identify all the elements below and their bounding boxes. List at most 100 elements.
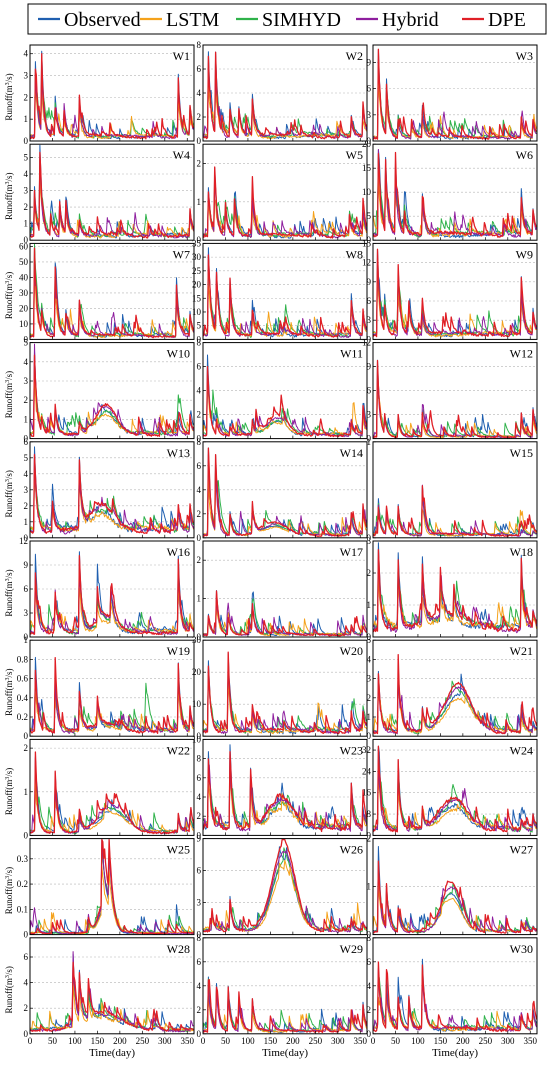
y-tick-label: 30: [19, 288, 29, 298]
x-tick-label: 200: [456, 1036, 470, 1046]
y-tick-label: 1: [197, 594, 202, 604]
y-tick-label: 6: [197, 461, 202, 471]
y-tick-label: 2: [367, 693, 372, 703]
y-tick-label: 0.2: [17, 712, 28, 722]
x-tick-label: 200: [113, 1036, 127, 1046]
y-tick-label: 1: [197, 197, 202, 207]
series-dpe-w19: [29, 656, 195, 734]
y-tick-label: 10: [192, 307, 202, 317]
series-lstm-w8: [202, 285, 367, 337]
y-tick-label: 2: [197, 112, 202, 122]
panel-frame: [372, 838, 538, 936]
panel-frame: [29, 242, 195, 340]
panel-label: W19: [167, 644, 190, 658]
y-tick-label: 0: [197, 830, 202, 840]
y-tick-label: 4: [24, 357, 29, 367]
y-tick-label: 0: [24, 136, 29, 146]
x-tick-label: 50: [221, 1036, 231, 1046]
legend-label-lstm: LSTM: [166, 9, 220, 31]
y-axis-label: Runoff(m3/s): [4, 470, 14, 517]
panel-label: W24: [510, 743, 533, 757]
y-tick-label: 0: [367, 434, 372, 444]
x-tick-label: 100: [241, 1036, 255, 1046]
panel-frame: [29, 738, 195, 836]
panel-label: W14: [340, 446, 363, 460]
y-tick-label: 0: [24, 632, 29, 642]
panel-label: W5: [346, 148, 363, 162]
y-tick-label: 6: [197, 957, 202, 967]
y-tick-label: 0: [24, 334, 29, 344]
series-hybrid-w4: [29, 157, 195, 239]
series-dpe-w4: [29, 151, 195, 239]
panel-frame: [372, 44, 538, 142]
y-tick-label: 12: [362, 338, 371, 348]
panel-frame: [372, 738, 538, 836]
panel-label: W18: [510, 545, 533, 559]
panel-w28: 0 2 4 6 0 50 100 150 200 250 300 350 W28 Runoff(m3/s)…: [4, 937, 195, 1059]
y-tick-label: 2: [24, 501, 29, 511]
y-tick-label: 0.8: [17, 654, 29, 664]
panel-frame: [202, 738, 368, 836]
series-dpe-w18: [372, 549, 538, 633]
x-tick-label: 150: [91, 1036, 105, 1046]
y-tick-label: 0.6: [17, 674, 29, 684]
y-tick-label: 3: [367, 536, 372, 546]
y-tick-label: 9: [367, 362, 372, 372]
y-tick-label: 2: [197, 158, 202, 168]
y-tick-label: 9: [24, 560, 29, 570]
panel-frame: [29, 540, 195, 638]
y-tick-label: 2: [24, 202, 29, 212]
y-tick-label: 10: [192, 734, 202, 744]
panel-w16: 0 3 6 9 12 W16 Runoff(m3/s): [4, 536, 195, 642]
y-tick-label: 2: [197, 1005, 202, 1015]
panel-w19: 0 0.2 0.4 0.6 0.8 1 W19 Runoff(m3/s): [4, 635, 195, 741]
panel-w11: 0 2 4 6 8 W11: [197, 338, 368, 444]
series-observed-w16: [29, 551, 194, 635]
y-tick-label: 12: [362, 258, 371, 268]
y-tick-label: 15: [192, 293, 202, 303]
series-dpe-w8: [202, 254, 367, 338]
y-tick-label: 8: [197, 437, 202, 447]
y-tick-label: 0: [24, 731, 29, 741]
panel-w22: 0 1 2 W22 Runoff(m3/s): [4, 738, 195, 840]
x-axis-label: Time(day): [89, 1047, 135, 1059]
y-tick-label: 0: [367, 1029, 372, 1039]
y-tick-label: 0: [197, 731, 202, 741]
y-tick-label: 2: [24, 92, 29, 102]
panel-label: W30: [510, 942, 533, 956]
series-observed-w6: [372, 149, 538, 239]
y-tick-label: 3: [197, 898, 202, 908]
y-tick-label: 4: [367, 981, 372, 991]
y-tick-label: 6: [24, 584, 29, 594]
y-tick-label: 6: [367, 84, 372, 94]
y-axis-label: Runoff(m3/s): [4, 173, 14, 220]
y-tick-label: 5: [24, 338, 29, 348]
panel-label: W23: [340, 743, 363, 757]
panel-w18: 0 1 2 3 W18: [367, 536, 538, 642]
y-tick-label: 0: [197, 1029, 202, 1039]
series-dpe-w21: [372, 653, 538, 735]
y-tick-label: 6: [24, 437, 29, 447]
x-tick-label: 300: [501, 1036, 515, 1046]
y-tick-label: 4: [24, 978, 29, 988]
panel-w17: 0 1 2 W17: [197, 540, 368, 642]
y-tick-label: 4: [197, 386, 202, 396]
series-dpe-w25: [29, 838, 194, 935]
series-observed-w11: [202, 354, 368, 437]
y-tick-label: 0: [197, 533, 202, 543]
y-tick-label: 0: [24, 830, 29, 840]
y-tick-label: 6: [24, 952, 29, 962]
series-lstm-w11: [202, 377, 368, 437]
panel-frame: [29, 937, 195, 1035]
panel-frame: [202, 639, 368, 737]
panel-frame: [202, 44, 368, 142]
y-tick-label: 0: [367, 136, 372, 146]
y-tick-label: 0: [367, 830, 372, 840]
y-tick-label: 0.4: [17, 693, 29, 703]
series-observed-w14: [202, 447, 368, 536]
panel-w27: 0 1 2 W27: [367, 834, 538, 940]
y-axis-label: Runoff(m3/s): [4, 272, 14, 319]
x-axis-label: Time(day): [432, 1047, 478, 1059]
